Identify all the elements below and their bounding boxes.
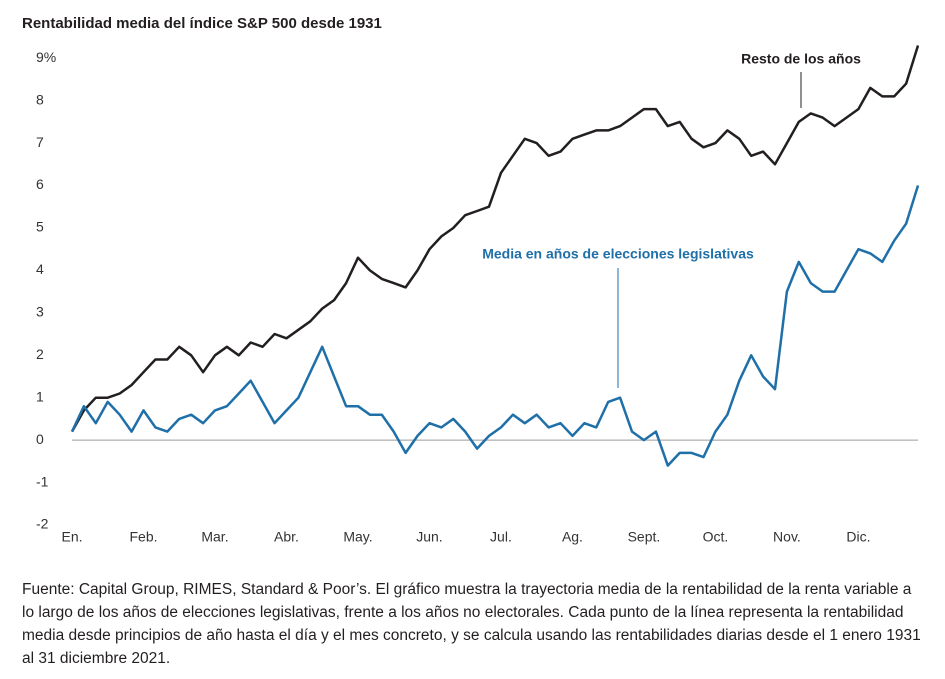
footnote: Fuente: Capital Group, RIMES, Standard &… (22, 581, 921, 667)
y-tick-label: 0 (36, 431, 44, 447)
y-tick-label: 4 (36, 261, 44, 277)
x-tick-label: Mar. (201, 529, 228, 545)
chart-title: Rentabilidad media del índice S&P 500 de… (22, 15, 382, 32)
chart: Rentabilidad media del índice S&P 500 de… (22, 15, 920, 545)
y-tick-label: 2 (36, 346, 44, 362)
x-tick-label: Oct. (703, 529, 729, 545)
y-tick-label: 1 (36, 388, 44, 404)
series-line (70, 185, 920, 467)
y-tick-label: 9% (36, 49, 56, 65)
x-tick-label: En. (61, 529, 82, 545)
y-tick-label: 7 (36, 134, 44, 150)
x-tick-label: Jul. (490, 529, 512, 545)
x-tick-label: Feb. (129, 529, 157, 545)
x-tick-label: Abr. (274, 529, 299, 545)
x-tick-label: Jun. (416, 529, 442, 545)
y-tick-label: 6 (36, 176, 44, 192)
y-tick-label: -1 (36, 473, 49, 489)
series-label: Resto de los años (741, 51, 861, 67)
x-tick-label: Ag. (562, 529, 583, 545)
y-tick-label: 8 (36, 91, 44, 107)
y-tick-label: 3 (36, 304, 44, 320)
y-tick-label: 5 (36, 219, 44, 235)
x-tick-label: May. (343, 529, 372, 545)
y-tick-label: -2 (36, 516, 49, 532)
series-label: Media en años de elecciones legislativas (482, 246, 754, 262)
x-tick-label: Dic. (846, 529, 870, 545)
x-tick-label: Sept. (628, 529, 661, 545)
series-line (70, 45, 920, 433)
x-tick-label: Nov. (773, 529, 801, 545)
